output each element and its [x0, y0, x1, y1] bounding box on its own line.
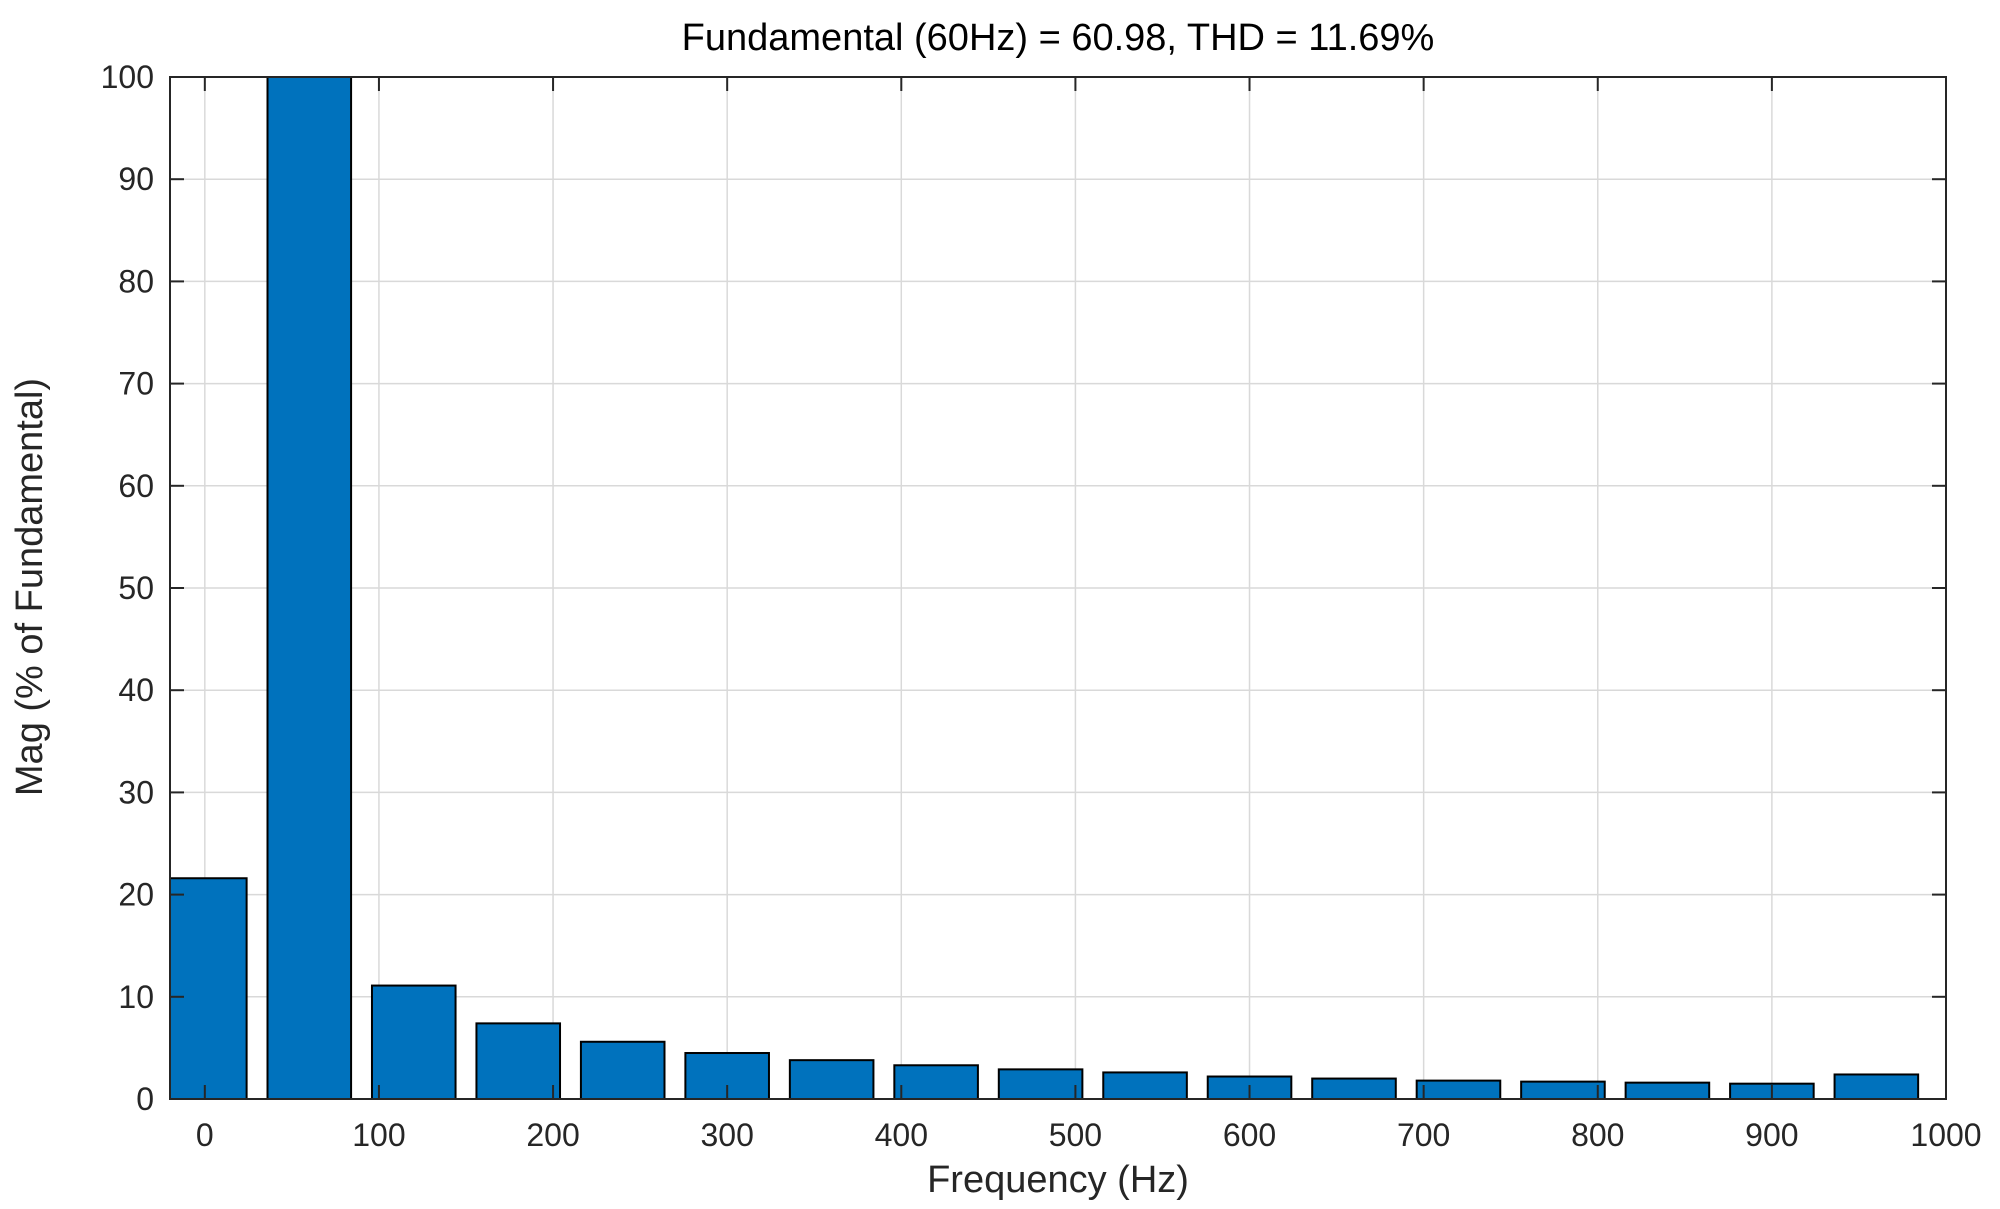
ticks: 0 100 200 300 400 500 600 700 800 900 1000 0 10 20 30 4… [101, 59, 1982, 1153]
y-axis-label: Mag (% of Fundamental) [9, 378, 51, 796]
y-tick-label: 40 [118, 672, 154, 708]
bar-540hz [1102, 1071, 1188, 1100]
y-tick-label: 30 [118, 774, 154, 810]
x-tick-label: 700 [1397, 1117, 1450, 1153]
y-tick-label: 90 [118, 161, 154, 197]
chart-title: Fundamental (60Hz) = 60.98, THD = 11.69% [682, 17, 1435, 59]
bar-660hz [1311, 1077, 1397, 1101]
y-tick-label: 100 [101, 59, 154, 95]
bar-360hz [788, 1059, 875, 1100]
y-tick-label: 70 [118, 366, 154, 402]
grid [170, 77, 1946, 1099]
x-tick-label: 500 [1049, 1117, 1102, 1153]
x-tick-label: 600 [1223, 1117, 1276, 1153]
bar-420hz [893, 1064, 979, 1101]
bar-480hz [997, 1068, 1084, 1101]
x-tick-label: 800 [1571, 1117, 1624, 1153]
x-tick-label: 1000 [1910, 1117, 1981, 1153]
x-tick-label: 300 [700, 1117, 753, 1153]
bar-720hz [1415, 1079, 1502, 1101]
bar-840hz [1624, 1081, 1711, 1100]
x-axis-label: Frequency (Hz) [927, 1159, 1189, 1201]
bar-960hz [1833, 1073, 1920, 1101]
y-tick-label: 20 [118, 877, 154, 913]
bar-60hz [266, 76, 353, 1100]
y-tick-label: 10 [118, 979, 154, 1015]
x-tick-label: 0 [196, 1117, 214, 1153]
x-tick-label: 200 [526, 1117, 579, 1153]
x-tick-label: 900 [1745, 1117, 1798, 1153]
y-tick-label: 60 [118, 468, 154, 504]
y-tick-label: 50 [118, 570, 154, 606]
y-tick-label: 80 [118, 263, 154, 299]
x-tick-label: 400 [875, 1117, 928, 1153]
bar-180hz [475, 1022, 562, 1101]
y-tick-label: 0 [136, 1081, 154, 1117]
bar-780hz [1520, 1080, 1606, 1100]
x-tick-label: 100 [352, 1117, 405, 1153]
bar-240hz [579, 1040, 666, 1100]
bar-0hz [169, 877, 248, 1100]
bar-120hz [370, 984, 457, 1100]
